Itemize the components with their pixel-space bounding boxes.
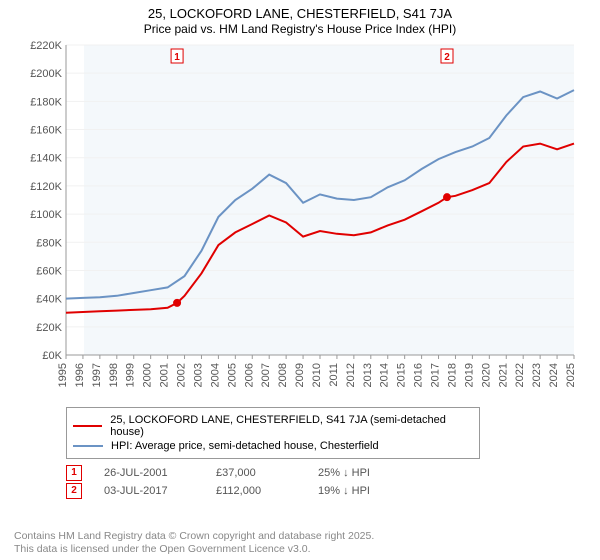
svg-text:1997: 1997 [91, 363, 103, 387]
legend-swatch [73, 425, 102, 427]
footer-line-1: Contains HM Land Registry data © Crown c… [14, 530, 374, 543]
note-delta: 19% ↓ HPI [318, 485, 370, 497]
svg-text:1: 1 [174, 52, 180, 63]
svg-text:£40K: £40K [36, 294, 62, 306]
svg-text:£220K: £220K [30, 41, 62, 52]
svg-text:2008: 2008 [277, 363, 289, 387]
svg-text:2019: 2019 [463, 363, 475, 387]
flag-icon: 1 [66, 465, 82, 481]
sale-note: 2 03-JUL-2017 £112,000 19% ↓ HPI [66, 483, 590, 499]
svg-text:2001: 2001 [159, 363, 171, 387]
legend-label: HPI: Average price, semi-detached house,… [111, 440, 379, 452]
svg-text:2010: 2010 [311, 363, 323, 387]
svg-text:2014: 2014 [379, 363, 391, 387]
footer-line-2: This data is licensed under the Open Gov… [14, 543, 374, 556]
svg-text:2003: 2003 [192, 363, 204, 387]
svg-text:£60K: £60K [36, 266, 62, 278]
legend-item: HPI: Average price, semi-detached house,… [73, 440, 473, 452]
svg-text:2016: 2016 [413, 363, 425, 387]
svg-text:1995: 1995 [57, 363, 69, 387]
title-line-1: 25, LOCKOFORD LANE, CHESTERFIELD, S41 7J… [10, 6, 590, 22]
svg-text:1998: 1998 [108, 363, 120, 387]
svg-text:2023: 2023 [531, 363, 543, 387]
sale-note: 1 26-JUL-2001 £37,000 25% ↓ HPI [66, 465, 590, 481]
svg-text:2012: 2012 [345, 363, 357, 387]
svg-text:2: 2 [444, 52, 450, 63]
svg-text:2025: 2025 [565, 363, 577, 387]
svg-text:2011: 2011 [328, 363, 340, 387]
svg-text:2021: 2021 [497, 363, 509, 387]
svg-text:1996: 1996 [74, 363, 86, 387]
svg-text:£80K: £80K [36, 238, 62, 250]
svg-text:£160K: £160K [30, 125, 62, 137]
svg-text:£200K: £200K [30, 68, 62, 80]
chart-svg: £0K £20K £40K £60K £80K £100K £120K £140K £160K £… [20, 41, 580, 401]
legend: 25, LOCKOFORD LANE, CHESTERFIELD, S41 7J… [66, 407, 480, 459]
note-delta: 25% ↓ HPI [318, 467, 370, 479]
svg-text:2000: 2000 [142, 363, 154, 387]
svg-text:2024: 2024 [548, 363, 560, 387]
note-price: £37,000 [216, 467, 296, 479]
svg-text:2020: 2020 [480, 363, 492, 387]
svg-text:2007: 2007 [260, 363, 272, 387]
svg-text:2013: 2013 [362, 363, 374, 387]
note-date: 03-JUL-2017 [104, 485, 194, 497]
sale-notes: 1 26-JUL-2001 £37,000 25% ↓ HPI 2 03-JUL… [66, 465, 590, 499]
svg-text:2006: 2006 [243, 363, 255, 387]
footer: Contains HM Land Registry data © Crown c… [14, 530, 374, 556]
svg-text:£180K: £180K [30, 97, 62, 109]
title-line-2: Price paid vs. HM Land Registry's House … [10, 22, 590, 37]
svg-text:£140K: £140K [30, 153, 62, 165]
svg-text:2015: 2015 [396, 363, 408, 387]
svg-text:2018: 2018 [446, 363, 458, 387]
svg-text:2009: 2009 [294, 363, 306, 387]
chart: £0K £20K £40K £60K £80K £100K £120K £140K £160K £… [20, 41, 580, 401]
svg-text:£20K: £20K [36, 322, 62, 334]
svg-text:2017: 2017 [430, 363, 442, 387]
legend-item: 25, LOCKOFORD LANE, CHESTERFIELD, S41 7J… [73, 414, 473, 438]
svg-text:2002: 2002 [176, 363, 188, 387]
svg-text:2004: 2004 [209, 363, 221, 387]
note-price: £112,000 [216, 485, 296, 497]
svg-text:£0K: £0K [42, 350, 62, 362]
legend-label: 25, LOCKOFORD LANE, CHESTERFIELD, S41 7J… [110, 414, 473, 438]
svg-text:2005: 2005 [226, 363, 238, 387]
svg-text:£120K: £120K [30, 181, 62, 193]
svg-text:1999: 1999 [125, 363, 137, 387]
svg-text:£100K: £100K [30, 209, 62, 221]
note-date: 26-JUL-2001 [104, 467, 194, 479]
svg-text:2022: 2022 [514, 363, 526, 387]
flag-icon: 2 [66, 483, 82, 499]
legend-swatch [73, 445, 103, 447]
